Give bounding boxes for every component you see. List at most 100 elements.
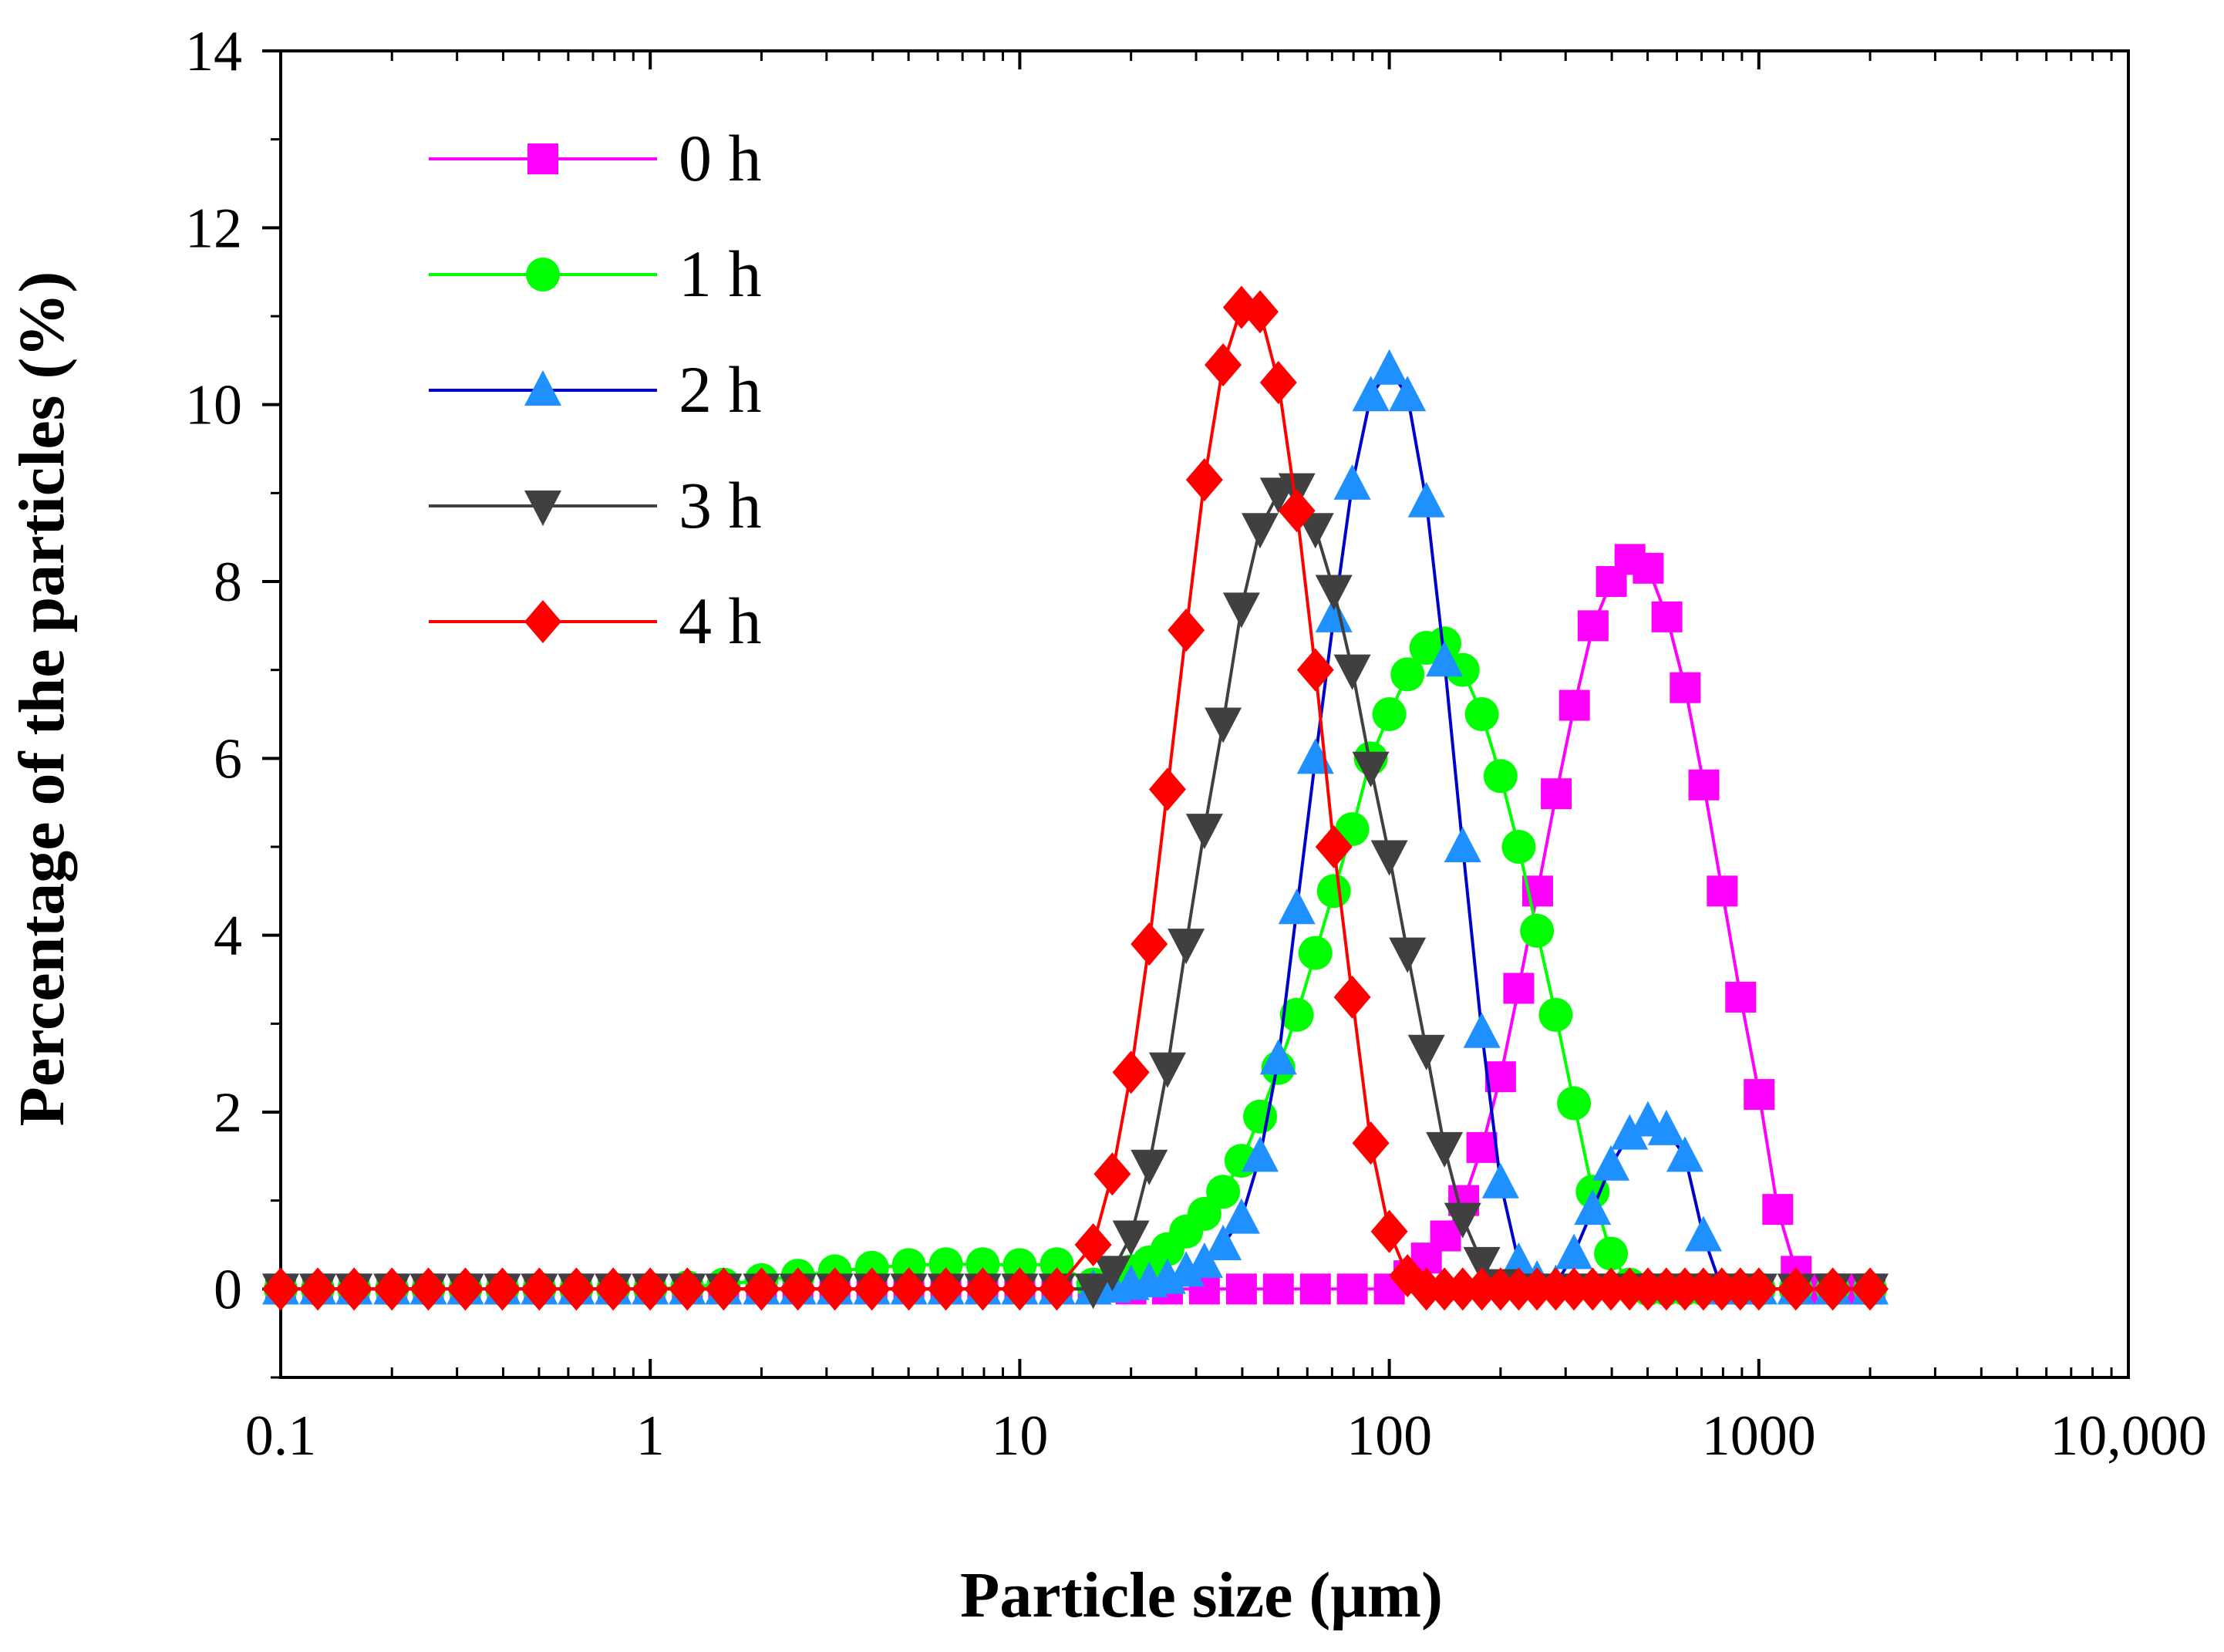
data-point	[1185, 1242, 1223, 1278]
data-point	[1389, 937, 1427, 973]
data-point	[1296, 738, 1334, 774]
series-4-h	[262, 285, 1889, 1311]
series-3-h	[262, 473, 1889, 1310]
data-point	[299, 1267, 337, 1311]
data-point	[1463, 1012, 1501, 1048]
y-tick-label: 0	[214, 1258, 242, 1321]
data-point	[1001, 1267, 1039, 1311]
data-point	[1707, 875, 1738, 907]
data-point	[1390, 657, 1425, 692]
data-point	[1299, 1273, 1331, 1305]
data-point	[1651, 601, 1683, 632]
data-point	[1148, 767, 1186, 811]
data-point	[1262, 1273, 1294, 1305]
data-point	[1372, 697, 1407, 731]
data-point	[1592, 1145, 1630, 1181]
data-point	[1074, 1273, 1112, 1310]
data-point	[1074, 1223, 1112, 1266]
data-point	[1538, 997, 1573, 1032]
data-point	[1389, 376, 1427, 412]
legend-label: 2 h	[679, 352, 762, 426]
data-point	[705, 1267, 743, 1311]
data-point	[779, 1267, 817, 1311]
series-0-h	[265, 544, 1886, 1305]
data-point	[1315, 825, 1353, 868]
data-point	[743, 1267, 780, 1311]
data-point	[1296, 513, 1334, 549]
data-point	[1725, 981, 1757, 1013]
data-point	[928, 1247, 963, 1282]
data-point	[1666, 1136, 1703, 1172]
data-point	[1316, 874, 1351, 909]
data-point	[1112, 1220, 1150, 1256]
data-point	[1333, 654, 1371, 690]
data-point	[1426, 1131, 1464, 1168]
data-point	[1336, 1273, 1368, 1305]
data-point	[484, 1267, 521, 1311]
data-point	[1574, 1189, 1612, 1226]
data-point	[1225, 1273, 1257, 1305]
data-point	[632, 1267, 669, 1311]
legend-entry: 4 h	[429, 584, 762, 658]
data-point	[1444, 1202, 1481, 1239]
data-point	[1187, 1196, 1222, 1231]
data-point	[1762, 1194, 1794, 1226]
legend-label: 4 h	[679, 584, 762, 658]
legend-marker	[524, 600, 561, 643]
data-point	[1611, 1114, 1649, 1150]
x-tick-label: 10,000	[2050, 1404, 2207, 1468]
data-point	[1205, 1225, 1242, 1260]
data-point	[1463, 1246, 1501, 1283]
data-point	[1278, 888, 1316, 925]
data-point	[262, 1267, 299, 1311]
data-point	[1592, 1267, 1630, 1311]
data-point	[446, 1267, 484, 1311]
legend-entry: 0 h	[429, 121, 762, 195]
data-point	[1481, 1162, 1519, 1199]
data-point	[1168, 929, 1205, 965]
data-point	[1112, 1050, 1150, 1094]
data-point	[1557, 1086, 1592, 1121]
data-point	[1148, 1052, 1186, 1088]
data-point	[1594, 1236, 1629, 1271]
data-point	[1814, 1267, 1852, 1311]
x-tick-label: 0.1	[245, 1404, 317, 1468]
data-point	[1315, 596, 1353, 632]
data-point	[521, 1267, 558, 1311]
data-point	[1131, 1149, 1168, 1185]
data-point	[1333, 975, 1371, 1019]
data-point	[1483, 759, 1518, 794]
y-tick-label: 8	[214, 551, 242, 614]
data-point	[1131, 922, 1168, 966]
legend: 0 h 1 h 2 h 3 h 4 h	[429, 121, 762, 658]
data-point	[1670, 672, 1701, 703]
data-point	[1222, 1198, 1260, 1234]
data-point	[1444, 1267, 1481, 1311]
legend-entry: 2 h	[429, 352, 762, 426]
data-point	[1333, 464, 1371, 500]
y-tick-label: 10	[185, 374, 242, 437]
data-point	[1040, 1247, 1074, 1282]
data-point	[1577, 610, 1609, 642]
data-point	[1407, 1034, 1445, 1070]
data-point	[1259, 361, 1297, 404]
series-line	[281, 558, 1871, 1291]
data-point	[927, 1267, 965, 1311]
data-point	[1352, 1121, 1390, 1165]
data-point	[1555, 1267, 1593, 1311]
x-tick-label: 10	[991, 1404, 1048, 1468]
x-axis-title: Particle size (μm)	[960, 1559, 1443, 1631]
plot-frame	[279, 49, 2130, 1379]
data-point	[1463, 1267, 1501, 1311]
data-point	[1370, 1209, 1408, 1253]
data-point	[965, 1247, 1000, 1282]
data-point	[1352, 376, 1390, 412]
data-point	[1633, 552, 1664, 584]
data-point	[1278, 489, 1316, 533]
data-point	[1242, 513, 1279, 549]
legend-label: 1 h	[679, 237, 762, 311]
data-point	[1093, 1152, 1131, 1196]
legend-marker	[524, 491, 561, 526]
legend-marker	[524, 370, 561, 406]
data-point	[1243, 1099, 1278, 1134]
